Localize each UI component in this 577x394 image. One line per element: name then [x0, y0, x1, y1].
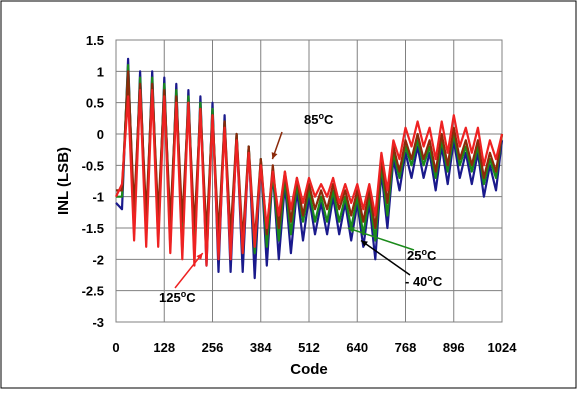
- y-tick-label: -2: [92, 252, 104, 267]
- series-group: [115, 57, 504, 280]
- annotation-arrowhead-neg40: [361, 240, 368, 247]
- annotation-label-t25: 25oC: [407, 247, 437, 263]
- x-tick-label: 256: [202, 340, 224, 355]
- x-tick-label: 640: [346, 340, 368, 355]
- y-tick-label: -2.5: [82, 284, 104, 299]
- y-tick-label: -1.5: [82, 221, 104, 236]
- annotation-label-t125: 125oC: [159, 289, 196, 305]
- y-tick-labels: 1.5 1 0.5 0 -0.5 -1 -1.5 -2 -2.5 -3: [82, 33, 104, 330]
- y-tick-label: 0.5: [86, 96, 104, 111]
- annotation-label-neg40: - 40oC: [405, 273, 443, 289]
- x-tick-label: 384: [250, 340, 272, 355]
- x-tick-labels: 0 128 256 384 512 640 768 896 1024: [112, 340, 517, 355]
- annotation-arrow-t25: [347, 227, 415, 251]
- x-tick-label: 0: [112, 340, 119, 355]
- annotation-label-t85: 85oC: [304, 111, 334, 127]
- y-tick-label: 0: [97, 127, 104, 142]
- y-axis-title: INL (LSB): [55, 147, 72, 215]
- y-tick-label: 1: [97, 64, 104, 79]
- annotation-arrow-neg40: [360, 239, 411, 276]
- series-line-t125: [115, 88, 504, 267]
- annotation-arrow-t125: [174, 252, 204, 289]
- y-tick-label: -1: [92, 190, 104, 205]
- x-tick-label: 512: [298, 340, 320, 355]
- annotation-arrowhead-t85: [271, 152, 278, 160]
- x-tick-label: 128: [153, 340, 175, 355]
- y-tick-label: 1.5: [86, 33, 104, 48]
- x-tick-label: 768: [395, 340, 417, 355]
- y-tick-label: -3: [92, 315, 104, 330]
- y-tick-label: -0.5: [82, 158, 104, 173]
- x-tick-label: 896: [443, 340, 465, 355]
- x-tick-label: 1024: [488, 340, 518, 355]
- annotation-arrowhead-t125: [196, 253, 203, 260]
- x-axis-title: Code: [290, 361, 328, 378]
- annotation-group: 85oC 125oC 25oC - 40oC: [159, 111, 443, 305]
- annotation-arrowhead-t25: [347, 227, 355, 233]
